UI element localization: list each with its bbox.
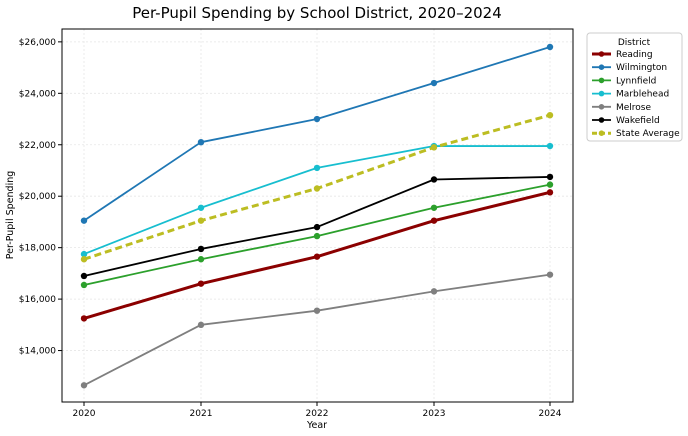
x-tick-label: 2020	[73, 409, 96, 419]
legend-marker	[598, 64, 605, 70]
data-point	[546, 173, 554, 181]
x-axis: 2020 2021 2022 2023 2024	[73, 402, 562, 419]
data-point	[430, 79, 438, 87]
series-layer	[80, 43, 554, 389]
chart-title: Per-Pupil Spending by School District, 2…	[132, 4, 502, 22]
legend-label: Wakefield	[616, 116, 660, 126]
y-tick-label: $14,000	[19, 347, 56, 357]
data-point	[313, 115, 321, 123]
legend-marker	[598, 104, 605, 110]
series-melrose	[80, 271, 554, 389]
data-point	[313, 253, 321, 260]
legend-label: Wilmington	[616, 63, 667, 73]
legend-marker	[598, 130, 605, 136]
data-point	[197, 256, 205, 263]
x-tick-label: 2024	[539, 409, 562, 419]
legend-marker	[598, 51, 605, 57]
data-point	[546, 43, 554, 51]
data-point	[313, 232, 321, 240]
legend-title: District	[618, 38, 651, 48]
data-point	[197, 217, 205, 224]
x-tick-label: 2021	[190, 409, 213, 419]
x-tick-label: 2023	[423, 409, 446, 419]
y-axis: $14,000 $16,000 $18,000 $20,000 $22,000 $24,0…	[19, 38, 62, 357]
series-lynnfield	[80, 181, 554, 289]
data-point	[546, 142, 554, 150]
data-point	[80, 217, 88, 224]
series-reading	[80, 189, 554, 322]
legend-marker	[598, 117, 605, 123]
data-point	[430, 204, 438, 211]
series-wakefield	[80, 173, 554, 280]
data-point	[313, 164, 321, 172]
x-tick-label: 2022	[306, 409, 329, 419]
y-tick-label: $24,000	[19, 89, 56, 99]
data-point	[313, 307, 321, 314]
y-tick-label: $16,000	[19, 295, 56, 305]
legend: District Reading Wilmington Lynnfield Marbl…	[586, 32, 683, 142]
series-state-average	[80, 111, 554, 263]
data-point	[430, 176, 438, 183]
data-point	[546, 111, 554, 119]
legend-label: Marblehead	[616, 90, 669, 100]
data-point	[80, 315, 88, 322]
data-point	[197, 321, 205, 329]
data-point	[197, 280, 205, 287]
y-tick-label: $22,000	[19, 141, 56, 151]
data-point	[313, 185, 321, 192]
legend-label: Lynnfield	[616, 76, 656, 86]
data-point	[313, 223, 321, 231]
y-tick-label: $20,000	[19, 192, 56, 202]
series-marblehead	[80, 142, 554, 258]
y-axis-label: Per-Pupil Spending	[5, 171, 16, 260]
legend-box	[586, 32, 683, 142]
data-point	[546, 181, 554, 188]
y-tick-label: $26,000	[19, 38, 56, 48]
series-wilmington	[80, 43, 554, 224]
data-point	[197, 204, 205, 211]
y-tick-label: $18,000	[19, 244, 56, 254]
x-axis-label: Year	[306, 420, 327, 431]
plot-area	[61, 28, 574, 403]
legend-label: Reading	[616, 50, 653, 60]
data-point	[546, 271, 554, 278]
legend-label: State Average	[616, 129, 680, 139]
data-point	[546, 189, 554, 196]
data-point	[197, 245, 205, 253]
grid	[62, 29, 573, 402]
legend-marker	[598, 77, 605, 84]
data-point	[80, 256, 88, 263]
data-point	[430, 217, 438, 224]
data-point	[197, 138, 205, 146]
legend-marker	[598, 90, 605, 97]
data-point	[80, 272, 88, 280]
data-point	[430, 144, 438, 151]
data-point	[80, 281, 88, 289]
data-point	[80, 382, 88, 389]
data-point	[80, 250, 88, 258]
data-point	[430, 288, 438, 295]
legend-label: Melrose	[616, 103, 652, 113]
